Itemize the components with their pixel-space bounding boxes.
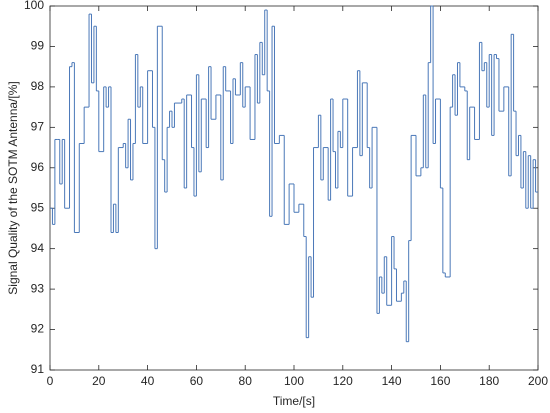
x-tick-label: 200	[528, 374, 548, 388]
x-axis-label: Time/[s]	[273, 394, 315, 408]
x-tick-label: 140	[382, 374, 402, 388]
y-tick-label: 91	[31, 362, 45, 376]
y-axis-label: Signal Quality of the SOTM Antenna/[%]	[6, 81, 20, 294]
x-tick-label: 120	[333, 374, 353, 388]
y-tick-label: 94	[31, 241, 45, 255]
x-tick-label: 180	[479, 374, 499, 388]
y-tick-label: 98	[31, 79, 45, 93]
y-tick-label: 93	[31, 281, 45, 295]
x-tick-label: 80	[239, 374, 253, 388]
x-tick-label: 160	[430, 374, 450, 388]
x-tick-label: 40	[141, 374, 155, 388]
y-tick-label: 95	[31, 200, 45, 214]
y-tick-label: 92	[31, 322, 45, 336]
y-tick-label: 97	[31, 120, 45, 134]
x-tick-label: 60	[190, 374, 204, 388]
x-tick-label: 100	[284, 374, 304, 388]
x-tick-label: 20	[92, 374, 106, 388]
y-tick-label: 96	[31, 160, 45, 174]
y-tick-label: 100	[24, 0, 44, 12]
y-tick-label: 99	[31, 39, 45, 53]
x-tick-label: 0	[47, 374, 54, 388]
